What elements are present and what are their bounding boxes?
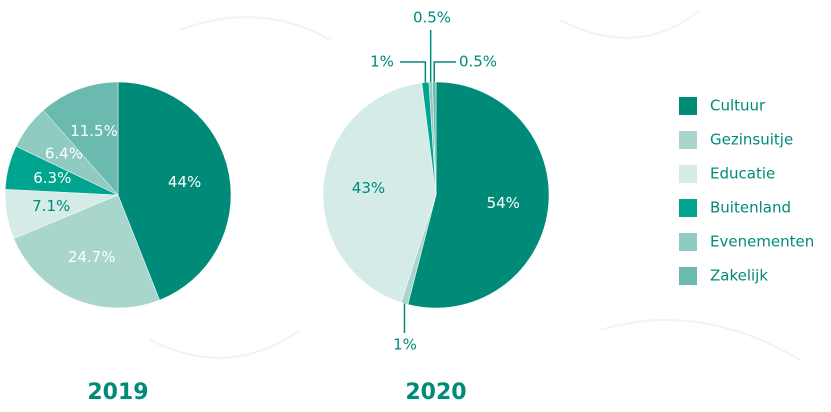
legend-swatch bbox=[679, 233, 697, 251]
legend-label: Buitenland bbox=[710, 199, 791, 217]
data-label: 43% bbox=[352, 179, 385, 197]
legend-swatch bbox=[679, 97, 697, 115]
pie-slice bbox=[42, 81, 119, 196]
legend-label: Zakelijk bbox=[710, 267, 768, 285]
data-label: 54% bbox=[487, 194, 520, 212]
data-label: 0.5% bbox=[459, 53, 497, 71]
legend-swatch bbox=[679, 165, 697, 183]
pie-slice bbox=[407, 81, 550, 309]
legend-label: Evenementen bbox=[710, 233, 814, 251]
pie-slice bbox=[432, 81, 437, 196]
pie-slice bbox=[13, 194, 160, 309]
pie-slice bbox=[322, 82, 437, 303]
pie-title: 2020 bbox=[405, 380, 466, 405]
background-watermark bbox=[149, 9, 801, 361]
data-label: 6.4% bbox=[45, 145, 83, 163]
legend-label: Gezinsuitje bbox=[710, 131, 793, 149]
legend-swatch bbox=[679, 131, 697, 149]
legend-swatch bbox=[679, 199, 697, 217]
data-label: 11.5% bbox=[70, 122, 118, 140]
data-label: 1% bbox=[393, 336, 417, 354]
data-label: 6.3% bbox=[33, 169, 71, 187]
data-label: 44% bbox=[168, 173, 201, 191]
legend-swatch bbox=[679, 267, 697, 285]
leader-line bbox=[433, 61, 456, 83]
leader-line bbox=[400, 61, 427, 83]
pie-title: 2019 bbox=[87, 380, 148, 405]
pie-slice bbox=[117, 81, 232, 301]
legend-label: Cultuur bbox=[710, 97, 766, 115]
data-label: 7.1% bbox=[32, 197, 70, 215]
data-label: 1% bbox=[370, 53, 394, 71]
data-label: 24.7% bbox=[68, 248, 116, 266]
legend-label: Educatie bbox=[710, 165, 775, 183]
data-label: 0.5% bbox=[413, 9, 451, 27]
